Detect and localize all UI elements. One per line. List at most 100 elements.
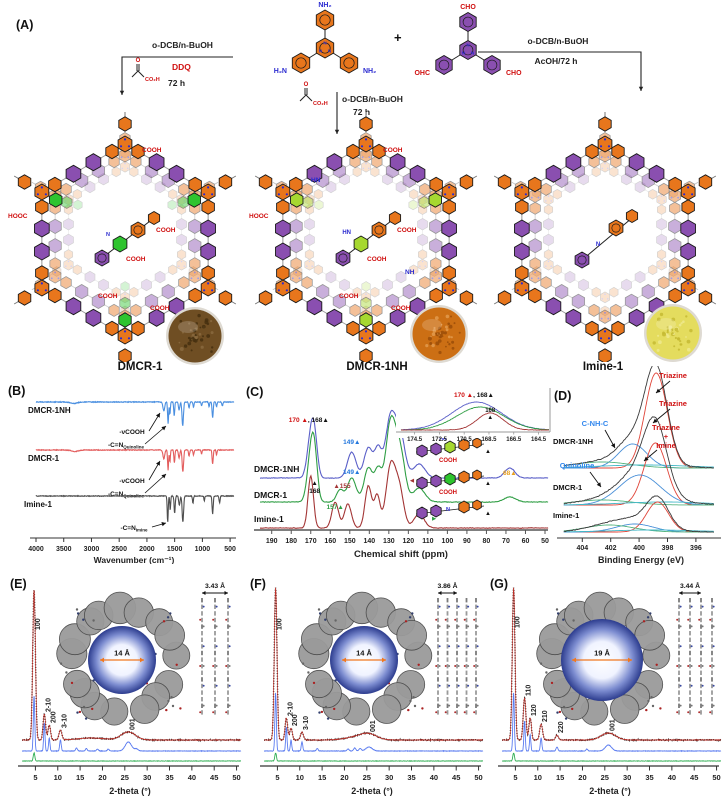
figure-glyph xyxy=(48,269,62,284)
figure-glyph xyxy=(201,697,203,702)
figure-glyph: 110 xyxy=(422,538,433,545)
figure-glyph xyxy=(92,619,95,622)
figure-glyph xyxy=(435,341,440,346)
figure-glyph xyxy=(285,193,288,196)
amine-monomer-structure: NNN NH₂ H₂N NH₂ xyxy=(274,2,376,75)
figure-glyph: 168 xyxy=(309,488,320,495)
figure-glyph xyxy=(188,287,202,304)
figure-glyph xyxy=(534,271,537,274)
figure-glyph xyxy=(604,264,662,298)
figure-glyph xyxy=(127,156,130,159)
figure-glyph xyxy=(572,619,575,622)
figure-glyph: ◀ xyxy=(409,478,414,484)
figure-glyph xyxy=(201,611,203,616)
figure-glyph xyxy=(465,677,468,682)
figure-glyph xyxy=(389,308,406,327)
figure-glyph xyxy=(305,669,334,699)
figure-glyph: 45 xyxy=(690,773,698,782)
route-right-conditions: AcOH/72 h xyxy=(534,56,578,66)
figure-glyph xyxy=(194,335,199,340)
figure-glyph xyxy=(445,328,449,332)
figure-glyph xyxy=(444,193,447,196)
figure-glyph xyxy=(656,193,667,206)
figure-glyph xyxy=(689,650,691,656)
figure-glyph xyxy=(334,679,337,682)
figure-glyph xyxy=(193,338,198,343)
figure-glyph xyxy=(161,474,166,479)
figure-glyph xyxy=(365,155,437,197)
figure-glyph xyxy=(465,604,468,609)
figure-glyph xyxy=(588,303,600,317)
pxrd-peak-label: 3-10 xyxy=(61,714,68,728)
figure-glyph xyxy=(123,138,127,141)
figure-glyph xyxy=(187,341,192,346)
figure-glyph xyxy=(442,199,456,215)
figure-glyph xyxy=(49,269,61,276)
figure-glyph xyxy=(201,644,203,649)
figure-glyph xyxy=(343,57,355,69)
figure-glyph xyxy=(606,167,609,170)
figure-glyph xyxy=(214,683,216,689)
figure-glyph xyxy=(361,281,371,292)
figure-glyph xyxy=(678,703,680,708)
figure-glyph: COOH xyxy=(98,293,118,300)
figure-glyph xyxy=(325,270,337,284)
figure-glyph xyxy=(678,323,682,327)
figure-glyph: Triazine xyxy=(659,399,687,408)
figure-glyph xyxy=(68,166,126,200)
figure-glyph xyxy=(687,186,690,189)
figure-glyph xyxy=(700,611,702,616)
figure-glyph xyxy=(374,225,384,235)
figure-glyph xyxy=(712,625,715,628)
figure-glyph xyxy=(563,501,714,506)
figure-glyph xyxy=(187,192,201,208)
figure-glyph xyxy=(451,346,455,350)
figure-glyph xyxy=(214,650,216,656)
figure-glyph xyxy=(465,670,468,675)
figure-glyph xyxy=(444,440,456,454)
figure-glyph xyxy=(276,199,290,215)
figure-glyph xyxy=(528,287,542,304)
figure-glyph xyxy=(129,286,139,298)
figure-glyph: 60 xyxy=(522,538,530,545)
figure-glyph xyxy=(537,196,540,199)
figure-glyph xyxy=(678,598,680,603)
pxrd-peak-label: 001 xyxy=(129,718,136,730)
figure-glyph xyxy=(648,189,658,200)
figure-glyph xyxy=(597,135,613,153)
figure-glyph xyxy=(689,611,691,616)
figure-glyph xyxy=(118,148,132,163)
figure-glyph xyxy=(167,699,170,703)
figure-glyph: 160 xyxy=(324,538,336,545)
figure-glyph xyxy=(60,182,72,196)
figure-glyph xyxy=(335,249,351,267)
figure-glyph: N xyxy=(471,50,475,55)
pxrd-peak-label: 2-10 xyxy=(45,698,52,712)
figure-glyph xyxy=(438,591,442,595)
figure-glyph xyxy=(319,42,331,54)
figure-glyph: 3.86 Å xyxy=(437,581,457,590)
figure-glyph xyxy=(652,341,656,345)
figure-glyph xyxy=(609,166,619,178)
figure-glyph xyxy=(84,717,88,720)
figure-glyph xyxy=(712,684,715,687)
figure-glyph xyxy=(276,265,290,281)
figure-glyph xyxy=(59,662,63,665)
figure-glyph xyxy=(600,305,610,317)
figure-glyph xyxy=(711,617,713,623)
figure-glyph xyxy=(598,116,612,132)
figure-glyph xyxy=(475,664,477,669)
figure-glyph xyxy=(289,176,303,193)
figure-glyph: 25 xyxy=(121,773,129,782)
figure-glyph xyxy=(608,219,624,237)
pxrd-peak-label: 200 xyxy=(292,714,299,726)
figure-glyph: N xyxy=(596,242,600,248)
figure-glyph xyxy=(459,11,477,33)
figure-glyph xyxy=(670,196,673,199)
figure-glyph xyxy=(309,264,367,298)
figure-glyph xyxy=(210,350,213,353)
figure-glyph xyxy=(435,54,453,76)
figure-glyph xyxy=(298,277,301,280)
figure-glyph xyxy=(227,697,229,702)
figure-glyph: 14 Å xyxy=(356,649,372,658)
